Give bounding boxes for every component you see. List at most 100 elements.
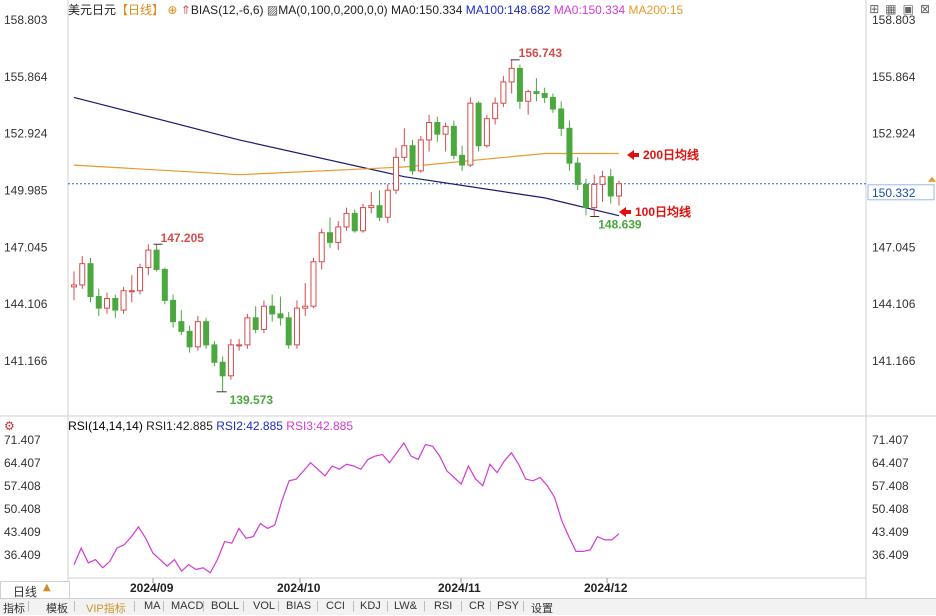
candle-body	[516, 67, 523, 102]
indicator-toolbar: 指标 | 模板 | VIP指标 | MA | MACD | BOLL | VOL…	[0, 598, 936, 615]
candle-body	[87, 263, 94, 298]
ma-label[interactable]: MA(0,100,0,200,0,0)	[278, 3, 388, 17]
candle-body	[500, 81, 507, 104]
price-tick-left: 141.166	[4, 354, 48, 368]
candle	[426, 114, 433, 152]
candle-body	[393, 156, 400, 191]
tab-indicators[interactable]: 指标	[3, 603, 25, 615]
price-tick-right: 147.045	[872, 240, 916, 254]
expand-icon[interactable]: ⊞	[869, 2, 880, 16]
candle	[401, 128, 408, 162]
close-icon[interactable]: ⊠	[919, 2, 930, 16]
candle	[112, 294, 119, 318]
candle-body	[244, 317, 251, 346]
ma100-value-label: 148.639	[598, 218, 642, 232]
candle	[260, 300, 267, 334]
candle	[137, 263, 144, 295]
candle	[277, 296, 284, 326]
bias-label[interactable]: BIAS(12,-6,6)	[190, 3, 264, 17]
candle-body	[368, 205, 375, 209]
tab-psy[interactable]: PSY	[497, 600, 520, 612]
candle-body	[599, 176, 606, 185]
tab-cci[interactable]: CCI	[326, 600, 345, 612]
tab-vip-indicators[interactable]: VIP指标	[86, 603, 126, 615]
candle-body	[104, 297, 111, 309]
candle	[244, 313, 251, 349]
tab-boll[interactable]: BOLL	[211, 600, 240, 612]
tab-kdj[interactable]: KDJ	[360, 600, 381, 612]
candle	[302, 283, 309, 316]
candle-body	[128, 290, 135, 293]
rsi-tick-right: 64.407	[872, 456, 909, 470]
rsi-tick-left: 43.409	[4, 525, 41, 539]
bias-indicator-icon[interactable]: ⊕	[167, 3, 178, 17]
time-tick-label: 2024/09	[130, 581, 174, 595]
candle	[285, 312, 292, 349]
candle	[475, 101, 482, 152]
candle	[483, 114, 490, 148]
candle	[442, 122, 449, 152]
tab-rsi[interactable]: RSI	[434, 600, 453, 612]
ma200-value: MA200:15	[628, 3, 684, 17]
candle-body	[236, 344, 243, 347]
candle-body	[483, 118, 490, 147]
candle	[326, 217, 333, 249]
last-price-tag	[867, 184, 935, 201]
rsi2-value: RSI2:42.885	[216, 419, 283, 433]
candle-body	[566, 127, 573, 164]
candle	[128, 275, 135, 303]
candle-body	[178, 321, 185, 332]
rsi-settings-icon[interactable]: ⚙	[4, 419, 15, 433]
price-tick-right: 141.166	[872, 354, 916, 368]
candle	[343, 207, 350, 231]
grid-icon[interactable]: ▦	[885, 2, 897, 16]
tab-lw[interactable]: LW&	[394, 600, 418, 612]
candle-body	[616, 183, 622, 197]
tab-templates[interactable]: 模板	[46, 603, 68, 615]
candle-body	[525, 91, 532, 102]
candle-body	[269, 305, 276, 315]
candle-body	[277, 313, 284, 319]
candle	[417, 136, 424, 173]
rsi-tick-right: 71.407	[872, 433, 909, 447]
period-label[interactable]: 【日线】	[116, 3, 165, 17]
tab-ma[interactable]: MA	[144, 600, 161, 612]
rsi1-value: RSI1:42.885	[146, 419, 213, 433]
candle	[549, 93, 556, 113]
rsi3-value: RSI3:42.885	[286, 419, 354, 433]
candle-body	[558, 108, 565, 129]
candle-body	[252, 317, 259, 330]
candle-body	[607, 176, 614, 197]
candle-body	[219, 361, 226, 377]
candle	[161, 267, 168, 305]
window-icon[interactable]: ▣	[902, 2, 914, 16]
candle	[145, 244, 152, 276]
candle-body	[442, 125, 449, 135]
period-tab-label: 日线	[13, 585, 38, 599]
rsi-tick-left: 71.407	[4, 433, 41, 447]
rsi-label[interactable]: RSI(14,14,14)	[68, 419, 143, 433]
tab-settings[interactable]: 设置	[531, 603, 553, 615]
candle-body	[409, 145, 416, 172]
candle-body	[417, 139, 424, 172]
tab-cr[interactable]: CR	[469, 600, 485, 612]
tab-bias[interactable]: BIAS	[286, 600, 312, 612]
candle-body	[343, 212, 350, 228]
candle-body	[153, 249, 160, 270]
candle-body	[120, 290, 127, 311]
price-tick-right: 152.924	[872, 127, 916, 141]
ma200-note: 200日均线	[643, 147, 699, 162]
candle	[508, 59, 515, 94]
candle-body	[541, 93, 548, 98]
tab-vol[interactable]: VOL	[253, 600, 276, 612]
price-tick-right: 144.106	[872, 297, 916, 311]
candle	[492, 97, 499, 125]
candle	[574, 157, 581, 191]
candle	[450, 120, 457, 160]
ma100-value: MA100:148.682	[465, 3, 551, 17]
time-tick-label: 2024/11	[438, 581, 481, 595]
tab-macd[interactable]: MACD	[171, 600, 204, 612]
candle-body	[508, 67, 515, 83]
period-tab[interactable]: 日线 ▲	[0, 581, 70, 599]
